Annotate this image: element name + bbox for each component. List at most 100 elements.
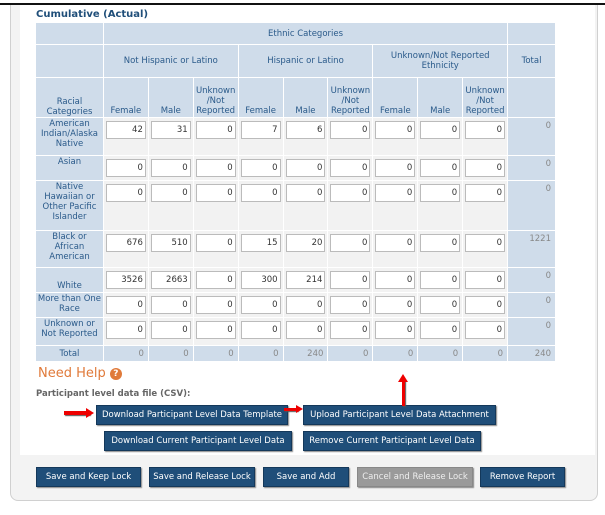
- count-input[interactable]: [465, 296, 506, 314]
- count-input[interactable]: [150, 321, 191, 339]
- count-input[interactable]: [240, 184, 281, 202]
- upload-attachment-button[interactable]: Upload Participant Level Data Attachment: [303, 405, 496, 425]
- count-input[interactable]: [465, 121, 506, 139]
- column-total: 0: [147, 345, 194, 362]
- row-total: 0: [507, 180, 556, 231]
- count-input[interactable]: [240, 271, 281, 289]
- download-template-button[interactable]: Download Participant Level Data Template: [96, 405, 288, 425]
- count-input[interactable]: [150, 271, 191, 289]
- count-cell: [102, 267, 149, 293]
- count-cell: [102, 117, 149, 156]
- count-input[interactable]: [240, 321, 281, 339]
- count-input[interactable]: [285, 271, 326, 289]
- count-input[interactable]: [150, 184, 191, 202]
- count-input[interactable]: [465, 184, 506, 202]
- count-input[interactable]: [465, 234, 506, 252]
- column-total: 240: [282, 345, 329, 362]
- count-input[interactable]: [150, 159, 191, 177]
- count-input[interactable]: [240, 296, 281, 314]
- red-arrow-right: [64, 411, 90, 415]
- count-input[interactable]: [330, 234, 371, 252]
- count-input[interactable]: [285, 159, 326, 177]
- count-input[interactable]: [420, 321, 461, 339]
- remove-current-button[interactable]: Remove Current Participant Level Data: [303, 431, 481, 451]
- count-input[interactable]: [150, 234, 191, 252]
- need-help-link[interactable]: Need Help: [38, 366, 106, 381]
- count-input[interactable]: [330, 184, 371, 202]
- sub-header: Male: [417, 77, 464, 118]
- row-total: 0: [507, 155, 556, 181]
- count-input[interactable]: [330, 121, 371, 139]
- count-input[interactable]: [195, 321, 236, 339]
- count-cell: [417, 267, 464, 293]
- count-input[interactable]: [420, 296, 461, 314]
- table-row: Unknown or Not Reported 0: [35, 317, 556, 346]
- count-input[interactable]: [420, 271, 461, 289]
- download-current-button[interactable]: Download Current Participant Level Data: [104, 431, 292, 451]
- count-input[interactable]: [150, 121, 191, 139]
- column-total: 0: [237, 345, 284, 362]
- save-and-add-button[interactable]: Save and Add: [263, 467, 349, 487]
- count-cell: [237, 180, 284, 231]
- count-input[interactable]: [195, 121, 236, 139]
- window-border: [0, 3, 605, 5]
- remove-report-button[interactable]: Remove Report: [480, 467, 565, 487]
- table-row: Black or African American 1221: [35, 230, 556, 268]
- arrowhead: [296, 405, 303, 413]
- count-input[interactable]: [375, 121, 416, 139]
- count-input[interactable]: [240, 121, 281, 139]
- count-input[interactable]: [105, 296, 146, 314]
- count-cell: [462, 117, 509, 156]
- count-input[interactable]: [195, 296, 236, 314]
- count-input[interactable]: [330, 159, 371, 177]
- count-input[interactable]: [330, 271, 371, 289]
- count-input[interactable]: [195, 159, 236, 177]
- save-release-lock-button[interactable]: Save and Release Lock: [149, 467, 255, 487]
- count-input[interactable]: [375, 271, 416, 289]
- count-input[interactable]: [285, 296, 326, 314]
- total-header: Total: [507, 44, 556, 78]
- count-input[interactable]: [285, 121, 326, 139]
- count-input[interactable]: [375, 321, 416, 339]
- count-input[interactable]: [240, 159, 281, 177]
- count-input[interactable]: [285, 234, 326, 252]
- count-input[interactable]: [375, 159, 416, 177]
- count-input[interactable]: [150, 296, 191, 314]
- table-row: Native Hawaiian or Other Pacific Islande…: [35, 180, 556, 231]
- count-input[interactable]: [420, 121, 461, 139]
- count-cell: [372, 180, 419, 231]
- count-input[interactable]: [105, 321, 146, 339]
- count-input[interactable]: [195, 234, 236, 252]
- count-input[interactable]: [375, 234, 416, 252]
- count-input[interactable]: [105, 184, 146, 202]
- racial-category-label: Native Hawaiian or Other Pacific Islande…: [35, 180, 104, 231]
- red-arrow-right: [284, 408, 298, 411]
- count-input[interactable]: [195, 271, 236, 289]
- count-input[interactable]: [465, 271, 506, 289]
- count-cell: [327, 230, 374, 268]
- count-input[interactable]: [105, 121, 146, 139]
- row-total: 0: [507, 292, 556, 318]
- count-input[interactable]: [330, 296, 371, 314]
- count-input[interactable]: [465, 321, 506, 339]
- need-help[interactable]: Need Help ?: [38, 366, 122, 381]
- count-input[interactable]: [465, 159, 506, 177]
- count-input[interactable]: [240, 234, 281, 252]
- count-input[interactable]: [420, 159, 461, 177]
- count-input[interactable]: [375, 296, 416, 314]
- count-input[interactable]: [195, 184, 236, 202]
- count-input[interactable]: [330, 321, 371, 339]
- count-cell: [372, 267, 419, 293]
- count-cell: [147, 180, 194, 231]
- count-input[interactable]: [105, 159, 146, 177]
- count-cell: [462, 180, 509, 231]
- count-input[interactable]: [105, 271, 146, 289]
- count-input[interactable]: [420, 234, 461, 252]
- count-input[interactable]: [285, 184, 326, 202]
- count-input[interactable]: [285, 321, 326, 339]
- count-input[interactable]: [375, 184, 416, 202]
- count-input[interactable]: [105, 234, 146, 252]
- count-input[interactable]: [420, 184, 461, 202]
- question-circle-icon[interactable]: ?: [109, 368, 122, 380]
- save-keep-lock-button[interactable]: Save and Keep Lock: [36, 467, 141, 487]
